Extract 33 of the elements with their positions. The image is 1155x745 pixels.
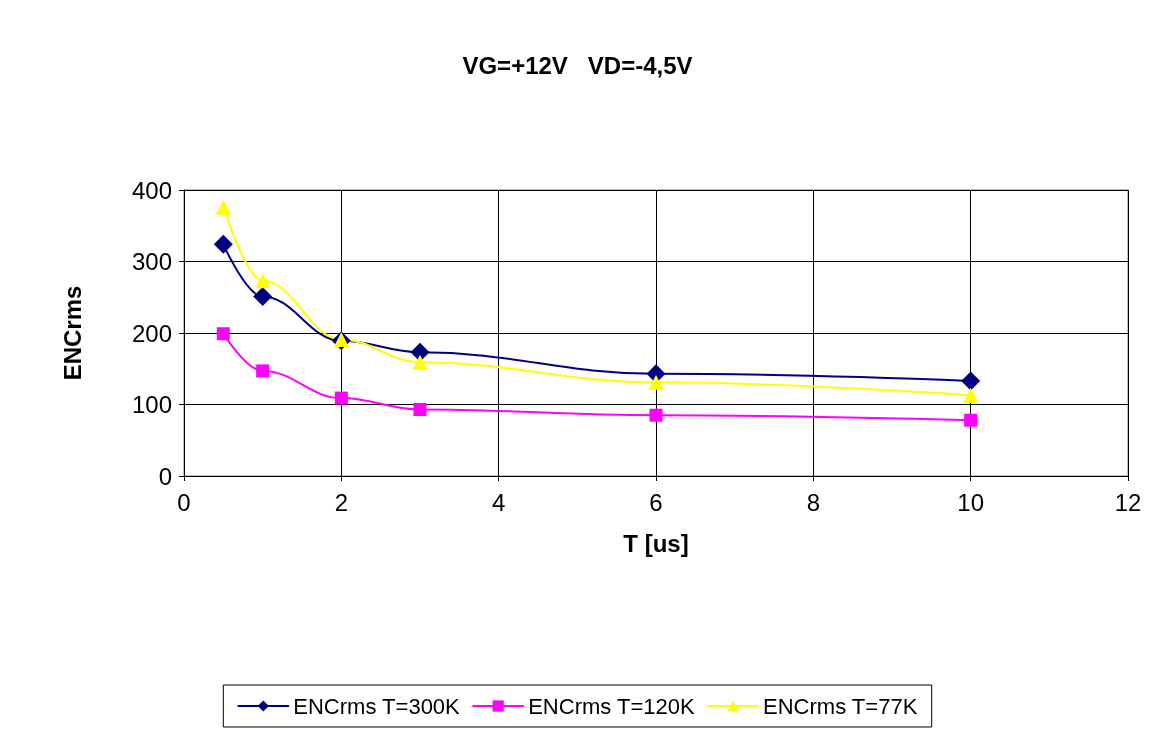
point <box>413 403 427 417</box>
legend-label: ENCrms T=77K <box>763 693 918 719</box>
legend-label: ENCrms T=300K <box>293 693 461 719</box>
x-tick-label: 0 <box>177 488 191 516</box>
point <box>216 327 230 341</box>
point <box>963 387 979 403</box>
point <box>334 391 348 405</box>
point <box>961 371 981 391</box>
y-tick-label: 300 <box>131 248 172 275</box>
point <box>255 273 271 289</box>
legend-label: ENCrms T=120K <box>528 693 695 719</box>
y-tick-label: 0 <box>158 462 172 490</box>
y-tick-label: 400 <box>131 176 172 204</box>
point <box>410 342 430 362</box>
point <box>253 287 273 307</box>
x-tick-label: 2 <box>334 488 349 516</box>
y-tick-label: 200 <box>131 319 172 347</box>
point <box>215 199 231 215</box>
point <box>256 364 270 378</box>
point <box>964 413 978 427</box>
y-tick-label: 100 <box>131 391 172 418</box>
x-tick-label: 8 <box>806 488 821 516</box>
chart-title: VG=+12V VD=-4,5V <box>462 51 693 79</box>
point <box>213 234 233 254</box>
x-tick-label: 4 <box>491 488 506 516</box>
x-tick-label: 6 <box>649 488 663 516</box>
point <box>412 354 428 370</box>
x-tick-label: 10 <box>957 488 985 516</box>
y-axis-title: ENCrms <box>58 285 86 381</box>
x-axis-title: T [us] <box>623 529 689 557</box>
point <box>649 408 663 422</box>
x-tick-label: 12 <box>1114 488 1142 516</box>
point <box>648 374 664 390</box>
